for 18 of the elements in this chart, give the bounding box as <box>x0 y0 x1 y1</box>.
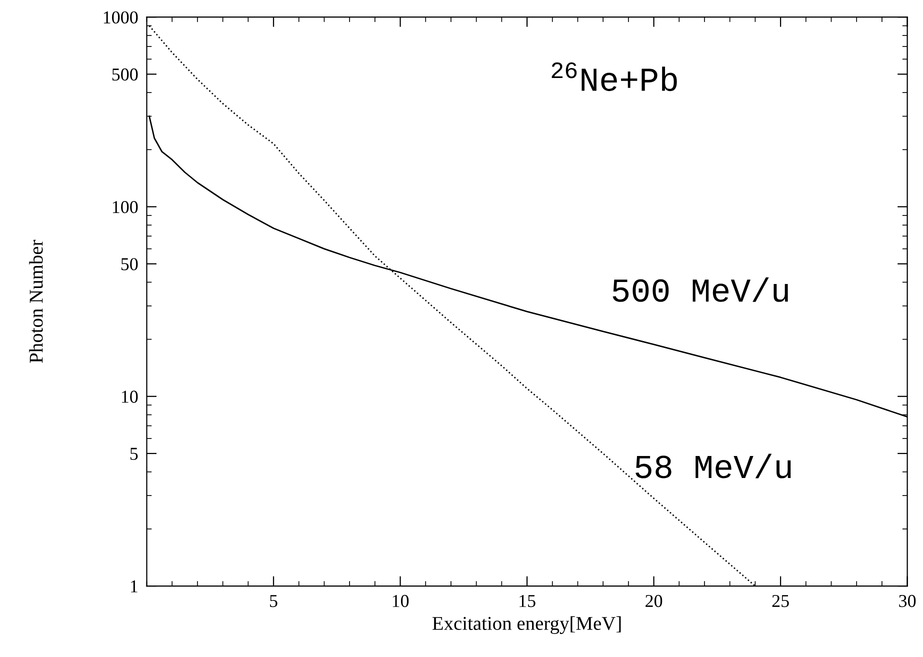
y-tick-label: 50 <box>121 258 138 270</box>
y-tick-label: 10 <box>122 390 138 403</box>
x-tick-label: 25 <box>772 594 789 608</box>
x-axis-title: Excitation energy[MeV] <box>432 616 621 634</box>
series-label: 500 MeV/u <box>612 277 788 302</box>
x-tick-label: 15 <box>520 594 536 608</box>
y-tick-label: 5 <box>130 448 138 460</box>
y-tick-label: 1 <box>130 580 138 592</box>
series-label: 58 MeV/u <box>636 454 791 478</box>
x-tick-label: 5 <box>270 595 278 608</box>
y-tick-label: 100 <box>112 200 138 214</box>
y-tick-label: 1000 <box>104 11 138 24</box>
annotation: $^{26}$Ne+Pb <box>552 62 677 92</box>
x-tick-label: 10 <box>392 594 409 608</box>
y-tick-label: 500 <box>112 68 138 81</box>
x-tick-label: 30 <box>899 594 916 608</box>
x-tick-label: 20 <box>646 594 662 608</box>
y-axis-title: Photon Number <box>29 240 43 363</box>
